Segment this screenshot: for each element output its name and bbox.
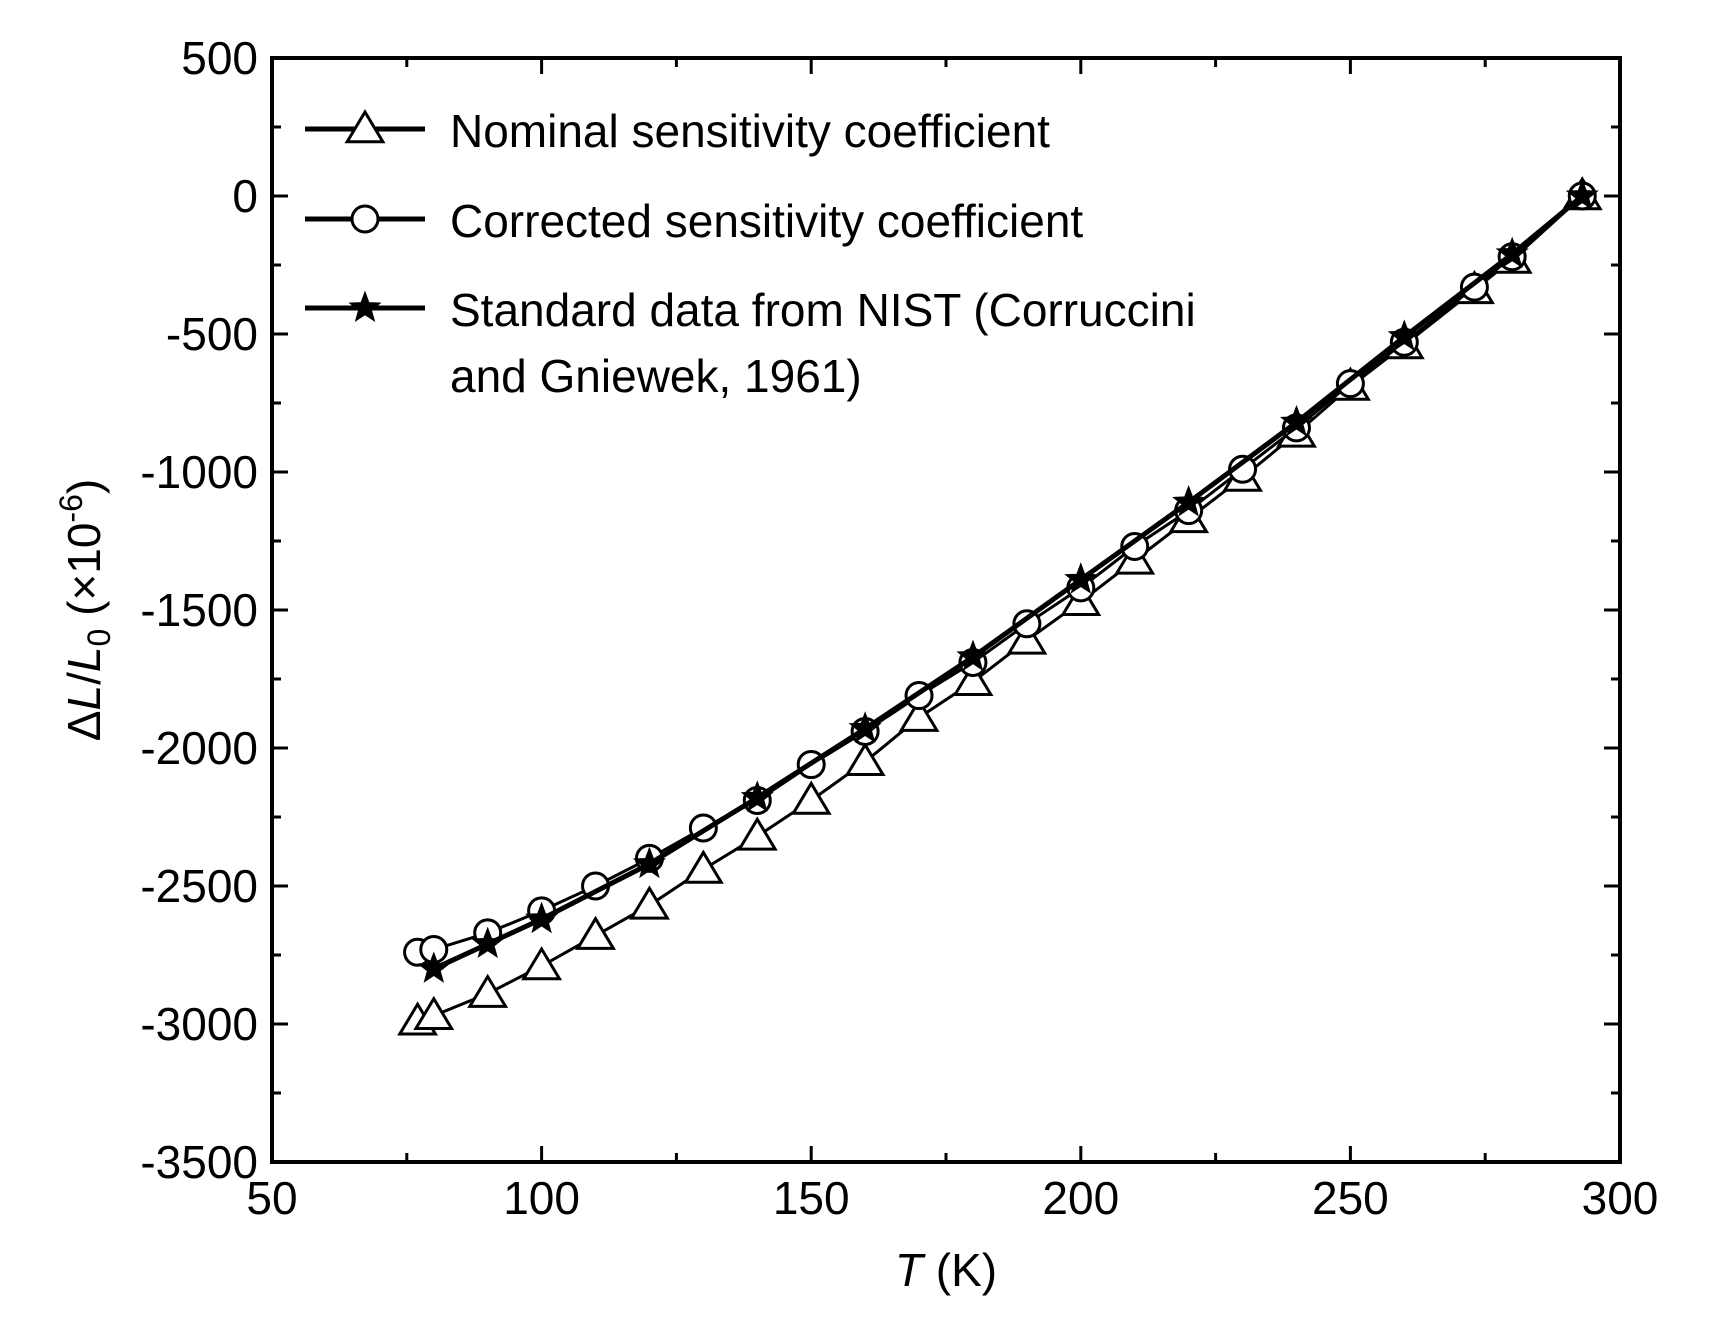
y-axis-symbol: L [58, 685, 110, 711]
y-tick-label: -1500 [140, 584, 258, 636]
legend-marker-star [348, 290, 382, 323]
x-axis-unit: (K) [923, 1244, 997, 1296]
x-tick-label: 100 [503, 1172, 580, 1224]
data-point-star [632, 846, 667, 879]
data-point-triangle [413, 995, 455, 1030]
y-tick-label: -500 [166, 308, 258, 360]
legend-item-star: Standard data from NIST (Corruccini and G… [305, 284, 1196, 402]
data-point-circle [1120, 532, 1150, 562]
x-tick-label: 200 [1042, 1172, 1119, 1224]
legend-label: Corrected sensitivity coefficient [450, 195, 1083, 247]
series-star [417, 178, 1599, 983]
data-point-triangle [628, 885, 670, 920]
legend: Nominal sensitivity coefficient Corrected… [305, 105, 1196, 402]
x-axis-title: T (K) [895, 1244, 997, 1296]
tick-labels: 50 100 150 200 250 300 500 0 -500 -1000 -1500 -2000… [140, 32, 1658, 1224]
data-point-triangle [898, 697, 940, 732]
y-axis-delta: Δ [58, 710, 110, 741]
legend-item-triangle: Nominal sensitivity coefficient [305, 105, 1050, 157]
y-tick-label: -1000 [140, 446, 258, 498]
y-axis-slash: / [58, 672, 110, 685]
data-point-star [1172, 484, 1206, 517]
data-point-star [471, 926, 505, 959]
y-tick-label: 500 [181, 32, 258, 84]
x-axis-symbol: T [895, 1244, 926, 1296]
data-point-star [1064, 562, 1098, 594]
data-point-triangle [952, 661, 994, 697]
data-point-triangle [467, 973, 509, 1008]
data-point-star [848, 711, 882, 743]
y-tick-label: -3000 [140, 998, 258, 1050]
data-point-star [1495, 236, 1529, 269]
y-tick-label: -2000 [140, 722, 258, 774]
x-tick-label: 300 [1582, 1172, 1659, 1224]
axis-ticks [270, 56, 1622, 1164]
data-point-star [1387, 319, 1421, 351]
y-axis-title: ΔL/L0 (×10-6) [53, 479, 117, 741]
data-point-star [1279, 404, 1314, 437]
data-point-circle [1012, 609, 1042, 639]
data-point-star [525, 901, 559, 934]
data-point-triangle [521, 946, 563, 981]
y-axis-symbol-2: L [58, 647, 110, 673]
legend-label: Standard data from NIST (Corruccini [450, 284, 1196, 336]
y-axis-subscript: 0 [81, 629, 117, 647]
series-layer [397, 176, 1603, 1036]
data-point-triangle [682, 849, 724, 884]
data-point-triangle [575, 915, 617, 950]
y-axis-close: ) [58, 479, 110, 494]
data-point-star [956, 639, 990, 672]
data-point-star [740, 780, 774, 812]
y-axis-exponent: -6 [53, 494, 89, 522]
data-point-star [417, 951, 451, 983]
legend-item-circle: Corrected sensitivity coefficient [305, 195, 1083, 247]
y-tick-label: -3500 [140, 1136, 258, 1188]
y-tick-label: -2500 [140, 860, 258, 912]
legend-marker-circle [350, 204, 380, 234]
y-axis-unit: (×10 [58, 523, 110, 629]
data-point-triangle [790, 780, 832, 815]
legend-marker-triangle [344, 109, 386, 144]
x-tick-label: 50 [246, 1172, 297, 1224]
x-tick-label: 250 [1312, 1172, 1389, 1224]
data-point-triangle [736, 816, 778, 851]
legend-label: and Gniewek, 1961) [450, 350, 862, 402]
data-point-triangle [844, 741, 886, 777]
legend-label: Nominal sensitivity coefficient [450, 105, 1050, 157]
data-point-star [1565, 178, 1599, 211]
y-tick-label: 0 [232, 170, 258, 222]
x-tick-label: 150 [773, 1172, 850, 1224]
